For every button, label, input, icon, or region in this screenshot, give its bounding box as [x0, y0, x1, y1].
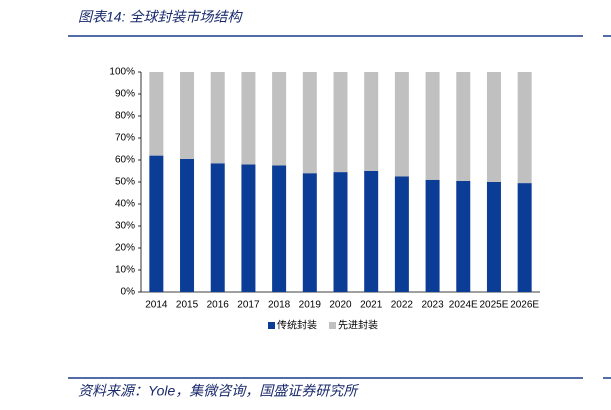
x-tick-label: 2018: [268, 300, 291, 311]
y-tick-label: 0%: [121, 287, 136, 298]
x-tick-label: 2025E: [480, 300, 509, 311]
legend-label: 先进封装: [338, 319, 378, 332]
y-tick-label: 90%: [115, 89, 135, 100]
bar-segment: [210, 163, 225, 292]
x-tick-label: 2020: [329, 300, 352, 311]
bar-segment: [456, 72, 471, 181]
x-tick-label: 2023: [421, 300, 444, 311]
y-tick-label: 20%: [115, 243, 135, 254]
bar-segment: [364, 171, 379, 292]
legend-label: 传统封装: [277, 319, 317, 332]
bar-segment: [241, 164, 256, 292]
bar-segment: [333, 172, 348, 292]
bar-segment: [394, 176, 409, 292]
bar-segment: [394, 72, 409, 177]
chart-title: 图表14: 全球封装市场结构: [78, 9, 243, 25]
bar-segment: [180, 158, 195, 292]
bar-segment: [456, 180, 471, 292]
bar-segment: [364, 72, 379, 171]
bar-segment: [180, 72, 195, 159]
x-tick-label: 2021: [360, 300, 383, 311]
bar-segment: [302, 72, 317, 174]
bar-segment: [486, 182, 501, 292]
bar-segment: [149, 72, 164, 156]
y-tick-label: 50%: [115, 177, 135, 188]
x-tick-label: 2016: [207, 300, 230, 311]
bar-segment: [517, 183, 532, 292]
x-tick-label: 2024E: [449, 300, 478, 311]
legend-swatch: [268, 322, 275, 329]
x-tick-label: 2022: [391, 300, 414, 311]
y-tick-label: 60%: [115, 155, 135, 166]
bar-segment: [241, 72, 256, 165]
bar-segment: [333, 72, 348, 173]
bar-segment: [272, 72, 287, 166]
y-tick-label: 80%: [115, 111, 135, 122]
y-tick-label: 100%: [109, 67, 135, 78]
legend-swatch: [329, 322, 336, 329]
y-tick-label: 10%: [115, 265, 135, 276]
bar-segment: [517, 72, 532, 184]
y-tick-label: 40%: [115, 199, 135, 210]
x-tick-label: 2019: [299, 300, 322, 311]
bar-segment: [272, 165, 287, 292]
y-tick-label: 30%: [115, 221, 135, 232]
y-tick-label: 70%: [115, 133, 135, 144]
x-tick-label: 2017: [237, 300, 260, 311]
bar-segment: [425, 179, 440, 292]
x-tick-label: 2026E: [510, 300, 539, 311]
source-note: 资料来源：Yole，集微咨询，国盛证券研究所: [78, 383, 359, 399]
bar-segment: [149, 155, 164, 292]
bar-segment: [302, 173, 317, 292]
bar-segment: [425, 72, 440, 180]
x-tick-label: 2014: [145, 300, 168, 311]
bar-segment: [486, 72, 501, 182]
bar-segment: [210, 72, 225, 164]
x-tick-label: 2015: [176, 300, 199, 311]
